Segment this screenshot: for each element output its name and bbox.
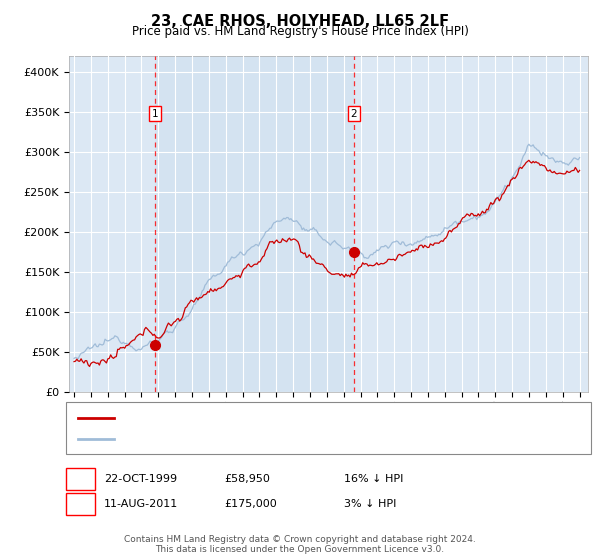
- Text: 1: 1: [152, 109, 158, 119]
- Text: 2: 2: [350, 109, 357, 119]
- Text: 1: 1: [77, 474, 84, 484]
- Text: 22-OCT-1999: 22-OCT-1999: [104, 474, 177, 484]
- Bar: [155, 56, 354, 392]
- Text: £175,000: £175,000: [224, 499, 277, 509]
- Text: 11-AUG-2011: 11-AUG-2011: [104, 499, 178, 509]
- Text: HPI: Average price, detached house, Isle of Anglesey: HPI: Average price, detached house, Isle…: [120, 435, 395, 444]
- Text: Contains HM Land Registry data © Crown copyright and database right 2024.
This d: Contains HM Land Registry data © Crown c…: [124, 535, 476, 554]
- Text: 16% ↓ HPI: 16% ↓ HPI: [344, 474, 403, 484]
- Text: 23, CAE RHOS, HOLYHEAD, LL65 2LF: 23, CAE RHOS, HOLYHEAD, LL65 2LF: [151, 14, 449, 29]
- Text: £58,950: £58,950: [224, 474, 269, 484]
- Text: 2: 2: [77, 499, 84, 509]
- Text: 23, CAE RHOS, HOLYHEAD, LL65 2LF (detached house): 23, CAE RHOS, HOLYHEAD, LL65 2LF (detach…: [120, 413, 404, 423]
- Text: Price paid vs. HM Land Registry's House Price Index (HPI): Price paid vs. HM Land Registry's House …: [131, 25, 469, 38]
- Text: 3% ↓ HPI: 3% ↓ HPI: [344, 499, 396, 509]
